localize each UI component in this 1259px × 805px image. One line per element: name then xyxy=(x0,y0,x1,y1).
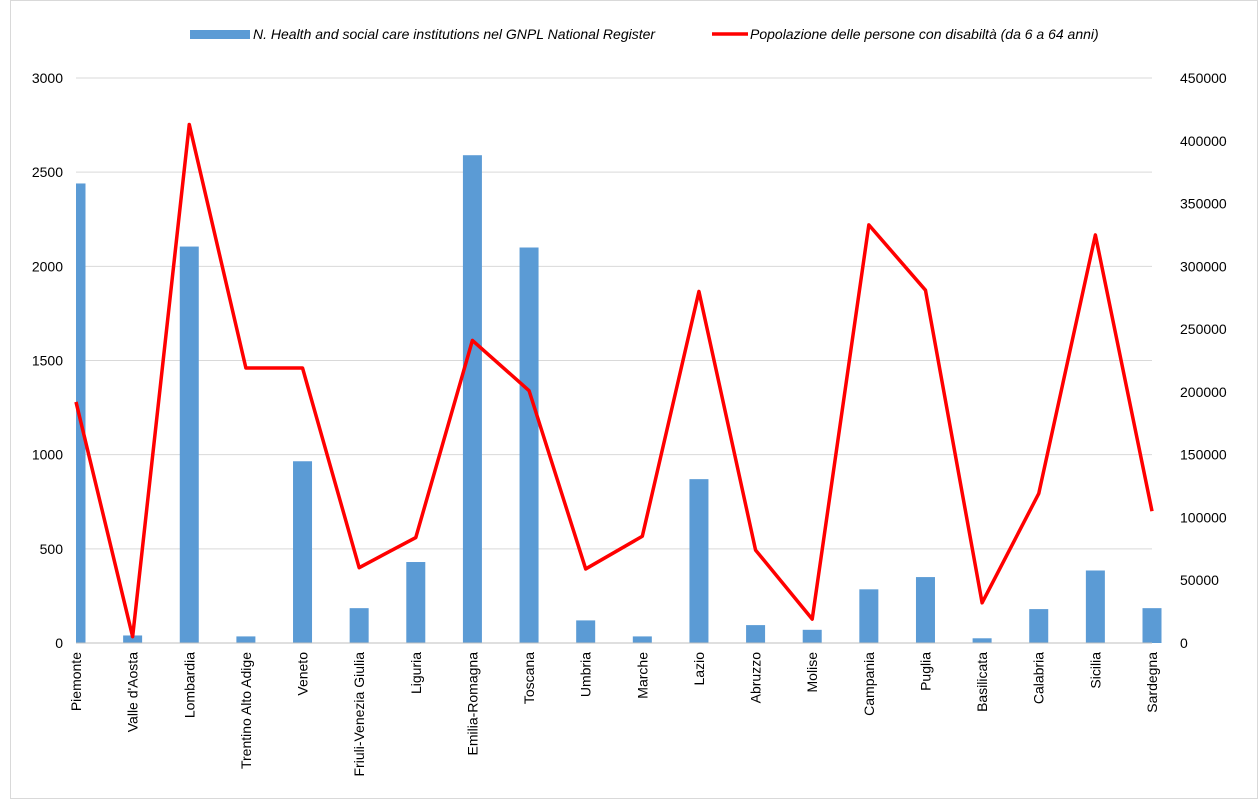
x-tick-label: Emilia-Romagna xyxy=(464,652,480,756)
left-tick-label: 2000 xyxy=(32,258,63,274)
right-tick-label: 0 xyxy=(1180,635,1188,651)
bar xyxy=(915,577,935,643)
left-tick-label: 3000 xyxy=(32,70,63,86)
legend-swatch-institutions xyxy=(190,30,250,39)
bar xyxy=(349,608,369,643)
x-tick-label: Trentino Alto Adige xyxy=(238,652,254,769)
legend: N. Health and social care institutions n… xyxy=(190,26,1099,42)
bar xyxy=(1029,609,1049,643)
bar xyxy=(746,625,766,643)
series-line xyxy=(74,122,1154,639)
left-tick-label: 0 xyxy=(55,635,63,651)
x-tick-label: Puglia xyxy=(917,652,933,691)
x-tick-label: Abruzzo xyxy=(748,652,764,704)
right-tick-label: 350000 xyxy=(1180,196,1227,212)
bar xyxy=(123,635,143,643)
bar xyxy=(293,461,313,643)
x-tick-label: Piemonte xyxy=(68,652,84,711)
bar xyxy=(576,620,596,643)
x-tick-label: Umbria xyxy=(578,652,594,697)
x-tick-label: Toscana xyxy=(521,652,537,704)
bar xyxy=(236,636,256,643)
bar xyxy=(76,183,86,643)
right-tick-label: 100000 xyxy=(1180,509,1227,525)
bar xyxy=(406,562,426,643)
bar xyxy=(519,247,539,643)
bar xyxy=(462,155,482,643)
legend-label-institutions: N. Health and social care institutions n… xyxy=(253,26,656,42)
x-tick-label: Veneto xyxy=(295,652,311,696)
x-axis: Piemonte Valle d'Aosta Lombardia Trentino A… xyxy=(68,642,1160,777)
left-y-axis: 0 500 1000 1500 2000 2500 3000 xyxy=(32,70,63,651)
bar xyxy=(1085,570,1105,643)
line-series xyxy=(74,122,1154,639)
bar xyxy=(179,246,199,643)
x-tick-label: Marche xyxy=(634,652,650,699)
x-tick-label: Basilicata xyxy=(974,652,990,712)
x-tick-label: Molise xyxy=(804,652,820,693)
x-tick-label: Campania xyxy=(861,652,877,716)
bar xyxy=(632,636,652,643)
right-y-axis: 0 50000 100000 150000 200000 250000 300000 3500… xyxy=(1180,70,1227,651)
x-tick-label: Lazio xyxy=(691,652,707,686)
legend-label-population: Popolazione delle persone con disabiltà … xyxy=(750,26,1099,42)
right-tick-label: 450000 xyxy=(1180,70,1227,86)
bar xyxy=(859,589,879,643)
right-tick-label: 50000 xyxy=(1180,572,1219,588)
x-tick-label: Calabria xyxy=(1031,652,1047,704)
x-tick-label: Valle d'Aosta xyxy=(125,652,141,732)
right-tick-label: 150000 xyxy=(1180,447,1227,463)
x-tick-label: Sardegna xyxy=(1144,652,1160,713)
bar xyxy=(689,479,709,643)
bar xyxy=(802,629,822,643)
x-tick-label: Lombardia xyxy=(181,652,197,718)
x-tick-label: Sicilia xyxy=(1087,652,1103,689)
right-tick-label: 300000 xyxy=(1180,258,1227,274)
right-tick-label: 250000 xyxy=(1180,321,1227,337)
chart-frame xyxy=(10,0,1258,799)
right-tick-label: 200000 xyxy=(1180,384,1227,400)
x-tick-label: Friuli-Venezia Giulia xyxy=(351,652,367,777)
right-tick-label: 400000 xyxy=(1180,133,1227,149)
left-tick-label: 2500 xyxy=(32,164,63,180)
bar xyxy=(1142,608,1162,643)
left-tick-label: 1500 xyxy=(32,353,63,369)
left-tick-label: 1000 xyxy=(32,447,63,463)
left-tick-label: 500 xyxy=(40,541,64,557)
x-tick-label: Liguria xyxy=(408,652,424,694)
bar-series xyxy=(76,155,1162,643)
bar xyxy=(972,638,992,643)
